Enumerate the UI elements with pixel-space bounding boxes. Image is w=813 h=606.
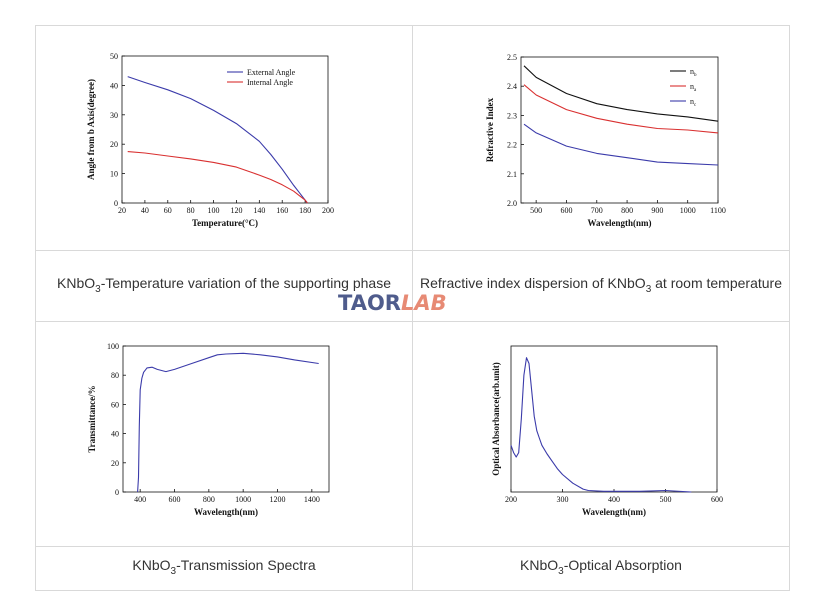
legend-label: na <box>690 82 697 93</box>
y-tick-label: 10 <box>110 170 118 179</box>
x-axis-label: Temperature(°C) <box>192 218 258 228</box>
y-tick-label: 40 <box>110 81 118 90</box>
caption-rest: at room temperature <box>651 274 782 291</box>
legend-label: nc <box>690 97 697 108</box>
y-tick-label: 2.2 <box>507 141 517 150</box>
x-tick-label: 1200 <box>270 495 286 504</box>
y-tick-label: 20 <box>111 459 119 468</box>
x-tick-label: 180 <box>299 206 311 215</box>
x-tick-label: 80 <box>187 206 195 215</box>
y-axis-label: Optical Absorbance(arb.unit) <box>491 362 501 476</box>
caption-main: KNbO <box>520 557 559 574</box>
caption-sub: 3 <box>95 283 101 295</box>
x-tick-label: 140 <box>253 206 265 215</box>
caption-rest: -Transmission Spectra <box>176 557 316 574</box>
x-tick-label: 200 <box>322 206 334 215</box>
y-tick-label: 30 <box>110 111 118 120</box>
series-line <box>523 123 719 166</box>
x-tick-label: 400 <box>134 495 146 504</box>
caption-main: KNbO <box>132 557 171 574</box>
legend-label: External Angle <box>247 68 296 77</box>
series-line <box>510 357 692 493</box>
x-axis-label: Wavelength(nm) <box>194 507 258 517</box>
y-tick-label: 0 <box>114 199 118 208</box>
chart-transmission: 400 600 800 1000 1200 1400 0 20 40 60 80 100 Wavelen… <box>87 342 330 517</box>
chart-absorption: 200 300 400 500 600 Wavelength(nm) Optical Abs… <box>491 345 723 517</box>
watermark-part2: LAB <box>400 291 447 315</box>
caption-sub: 3 <box>645 283 652 295</box>
x-tick-label: 1100 <box>710 206 726 215</box>
y-tick-label: 0 <box>115 488 119 497</box>
x-tick-label: 500 <box>660 495 672 504</box>
chart-cell-refractive: 500 600 700 800 900 1000 1100 2.0 2.1 2.2 2.3 2.4 2.… <box>412 25 790 251</box>
y-tick-label: 50 <box>110 52 118 61</box>
series-line <box>137 352 319 493</box>
caption-sub: 3 <box>170 565 177 577</box>
chart-refractive: 500 600 700 800 900 1000 1100 2.0 2.1 2.2 2.3 2.4 2.… <box>485 53 726 228</box>
y-axis-label: Refractive Index <box>485 97 495 162</box>
y-tick-label: 2.1 <box>507 170 517 179</box>
x-tick-label: 60 <box>164 206 172 215</box>
chart-cell-transmission: 400 600 800 1000 1200 1400 0 20 40 60 80 100 Wavelen… <box>35 321 413 547</box>
x-tick-label: 600 <box>169 495 181 504</box>
x-tick-label: 900 <box>651 206 663 215</box>
y-tick-label: 20 <box>110 140 118 149</box>
caption-pre: Refractive index dispersion of KNbO <box>420 274 646 291</box>
x-tick-label: 600 <box>711 495 723 504</box>
x-axis-label: Wavelength(nm) <box>588 218 652 228</box>
caption-main: KNbO <box>57 274 96 291</box>
x-tick-label: 100 <box>208 206 220 215</box>
y-tick-label: 100 <box>107 342 119 351</box>
y-tick-label: 2.3 <box>507 111 517 120</box>
plot-frame <box>510 345 718 493</box>
y-tick-label: 60 <box>111 400 119 409</box>
figure-table: 20 40 60 80 100 120 140 160 180 200 0 10 20 30 40 50 Tem… <box>35 25 790 591</box>
chart-cell-absorption: 200 300 400 500 600 Wavelength(nm) Optical Abs… <box>412 321 790 547</box>
y-tick-label: 2.5 <box>507 53 517 62</box>
legend-label: nb <box>690 67 697 78</box>
x-tick-label: 800 <box>203 495 215 504</box>
x-tick-label: 300 <box>557 495 569 504</box>
x-tick-label: 160 <box>276 206 288 215</box>
y-tick-label: 2.4 <box>507 82 517 91</box>
plot-frame <box>121 55 329 204</box>
x-axis-label: Wavelength(nm) <box>582 507 646 517</box>
x-tick-label: 120 <box>230 206 242 215</box>
caption-refractive: Refractive index dispersion of KNbO3 at … <box>412 250 790 322</box>
x-tick-label: 600 <box>560 206 572 215</box>
caption-rest: -Temperature variation of the supporting… <box>100 274 391 291</box>
series-line <box>523 84 719 134</box>
caption-absorption: KNbO3-Optical Absorption <box>412 546 790 591</box>
x-tick-label: 1000 <box>235 495 251 504</box>
y-tick-label: 80 <box>111 371 119 380</box>
x-tick-label: 500 <box>530 206 542 215</box>
x-tick-label: 20 <box>118 206 126 215</box>
watermark-part1: TAOR <box>338 291 401 315</box>
x-tick-label: 800 <box>621 206 633 215</box>
x-tick-label: 200 <box>505 495 517 504</box>
chart-grid: 20 40 60 80 100 120 140 160 180 200 0 10 20 30 40 50 Tem… <box>35 25 790 591</box>
y-axis-label: Transmittance/% <box>87 385 97 452</box>
plot-frame <box>122 345 330 493</box>
watermark-logo: TAORLAB <box>338 291 447 315</box>
series-line <box>127 76 308 204</box>
chart-temperature: 20 40 60 80 100 120 140 160 180 200 0 10 20 30 40 50 Tem… <box>86 52 334 228</box>
series-line <box>127 151 308 204</box>
x-tick-label: 40 <box>141 206 149 215</box>
caption-rest: -Optical Absorption <box>563 557 682 574</box>
y-tick-label: 2.0 <box>507 199 517 208</box>
x-tick-label: 700 <box>591 206 603 215</box>
plot-frame <box>520 56 719 204</box>
x-tick-label: 400 <box>608 495 620 504</box>
x-tick-label: 1400 <box>304 495 320 504</box>
x-tick-label: 1000 <box>680 206 696 215</box>
caption-transmission: KNbO3-Transmission Spectra <box>35 546 413 591</box>
y-axis-label: Angle from b Axis(degree) <box>86 79 96 180</box>
caption-sub: 3 <box>558 565 564 577</box>
legend-label: Internal Angle <box>247 78 293 87</box>
series-line <box>523 65 719 122</box>
chart-cell-temperature: 20 40 60 80 100 120 140 160 180 200 0 10 20 30 40 50 Tem… <box>35 25 413 251</box>
y-tick-label: 40 <box>111 430 119 439</box>
